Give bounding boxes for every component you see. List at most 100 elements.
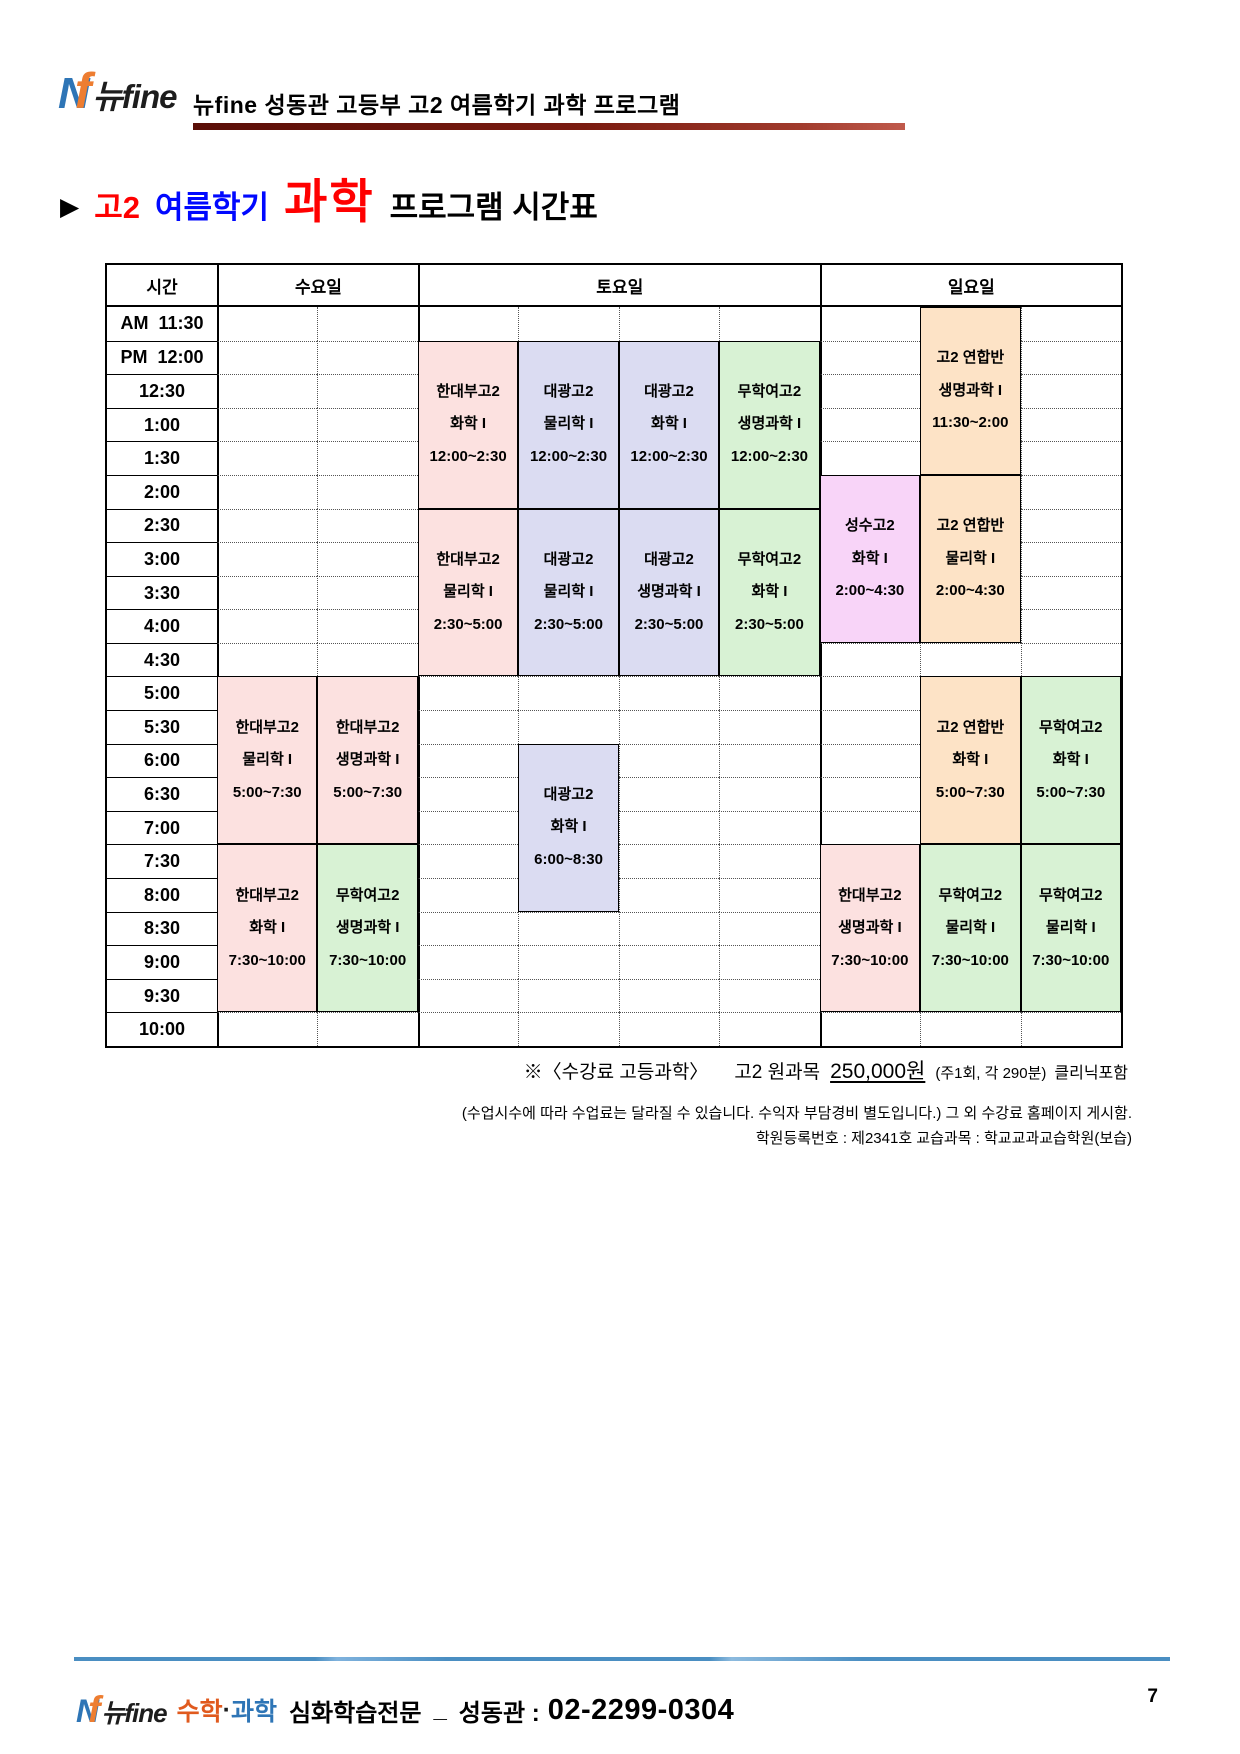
- class-time: 7:30~10:00: [228, 951, 306, 969]
- class-block: 무학여고2 물리학 I 7:30~10:00: [920, 844, 1021, 1013]
- grid-cell: [518, 710, 619, 744]
- time-label: 4:30: [107, 642, 217, 677]
- grid-cell: [217, 542, 318, 576]
- title-rest: 프로그램 시간표: [389, 190, 598, 225]
- grid-cell: [518, 676, 619, 711]
- class-subject: 생명과학 I: [938, 381, 1003, 399]
- grid-cell: [417, 676, 519, 711]
- grid-cell: [719, 978, 820, 1013]
- class-subject: 물리학 I: [945, 919, 996, 937]
- class-block: 한대부고2 생명과학 I 7:30~10:00: [819, 844, 921, 1013]
- grid-cell: [618, 676, 720, 711]
- class-school: 한대부고2: [335, 718, 400, 736]
- class-time: 5:00~7:30: [232, 783, 302, 801]
- grid-cell: [719, 844, 820, 879]
- timetable-header-day: 일요일: [819, 265, 1121, 307]
- grid-cell: [317, 575, 418, 610]
- grid-cell: [317, 542, 418, 576]
- class-subject: 화학 I: [952, 751, 989, 769]
- title-grade: 고2: [94, 190, 140, 225]
- class-block: 대광고2 화학 I 6:00~8:30: [518, 743, 619, 912]
- grid-cell: [1020, 340, 1121, 375]
- class-block: 한대부고2 물리학 I 2:30~5:00: [417, 508, 519, 677]
- class-time: 2:30~5:00: [534, 615, 603, 633]
- class-block: 고2 연합반 물리학 I 2:00~4:30: [920, 474, 1021, 643]
- grid-cell: [417, 777, 519, 811]
- grid-cell: [819, 441, 921, 475]
- grid-cell: [317, 441, 418, 475]
- grid-cell: [417, 844, 519, 879]
- time-label: 4:00: [107, 609, 217, 643]
- class-block: 무학여고2 물리학 I 7:30~10:00: [1020, 844, 1121, 1013]
- class-time: 7:30~10:00: [1032, 951, 1110, 969]
- time-label: 9:30: [107, 978, 217, 1013]
- footer-branch: 성동관 :: [458, 1699, 540, 1727]
- logo-letter-f: f: [74, 63, 92, 119]
- grid-cell: [618, 844, 720, 879]
- class-school: 한대부고2: [436, 550, 500, 568]
- grid-cell: [417, 945, 519, 979]
- class-block: 무학여고2 화학 I 5:00~7:30: [1020, 676, 1121, 845]
- grid-cell: [217, 474, 318, 509]
- grid-cell: [618, 743, 720, 778]
- class-subject: 생명과학 I: [737, 415, 802, 433]
- timetable-header-time: 시간: [107, 265, 217, 307]
- grid-cell: [317, 340, 418, 375]
- time-label: 8:30: [107, 911, 217, 946]
- class-time: 2:00~4:30: [935, 582, 1005, 600]
- class-block: 대광고2 생명과학 I 2:30~5:00: [618, 508, 720, 677]
- triangle-bullet-icon: ▶: [60, 193, 80, 221]
- grid-cell: [819, 676, 921, 711]
- footer-phone: 02-2299-0304: [547, 1693, 735, 1726]
- grid-cell: [618, 710, 720, 744]
- grid-cell: [618, 810, 720, 845]
- class-school: 무학여고2: [938, 886, 1003, 904]
- footer-divider: [74, 1657, 1170, 1661]
- tuition-note-suffix: 클리닉포함: [1054, 1065, 1128, 1082]
- class-subject: 화학 I: [249, 919, 286, 937]
- grid-cell: [417, 743, 519, 778]
- grid-cell: [518, 911, 619, 946]
- grid-cell: [1020, 508, 1121, 543]
- time-label: 8:00: [107, 878, 217, 912]
- time-label: PM 12:00: [107, 340, 217, 375]
- class-school: 대광고2: [543, 550, 594, 568]
- grid-cell: [417, 978, 519, 1013]
- class-time: 11:30~2:00: [932, 414, 1009, 432]
- grid-cell: [819, 1012, 921, 1046]
- class-school: 무학여고2: [1038, 718, 1103, 736]
- grid-cell: [1020, 642, 1121, 677]
- header-rule: [193, 123, 905, 130]
- grid-cell: [1020, 542, 1121, 576]
- grid-cell: [819, 307, 920, 341]
- grid-cell: [719, 1012, 820, 1046]
- class-school: 성수고2: [845, 517, 895, 535]
- class-block: 무학여고2 화학 I 2:30~5:00: [719, 508, 820, 677]
- grid-cell: [819, 407, 921, 442]
- class-school: 한대부고2: [235, 718, 299, 736]
- grid-cell: [819, 642, 921, 677]
- logo-letter-n: N: [76, 1693, 100, 1729]
- footer-subject-science: 과학: [230, 1698, 277, 1726]
- grid-cell: [417, 878, 519, 912]
- class-subject: 생명과학 I: [838, 919, 902, 937]
- class-time: 2:00~4:30: [835, 582, 905, 600]
- grid-cell: [1020, 1012, 1121, 1046]
- grid-cell: [719, 810, 820, 845]
- class-school: 고2 연합반: [936, 517, 1005, 535]
- grid-cell: [1020, 374, 1121, 408]
- footer-separator: _: [433, 1696, 447, 1723]
- title-subject: 과학: [284, 175, 375, 228]
- timetable-header-day: 수요일: [217, 265, 418, 307]
- grid-cell: [317, 307, 417, 341]
- class-subject: 화학 I: [651, 415, 687, 433]
- class-time: 12:00~2:30: [630, 447, 708, 465]
- time-label: 1:30: [107, 441, 217, 475]
- time-label: 1:00: [107, 407, 217, 442]
- class-block: 고2 연합반 생명과학 I 11:30~2:00: [920, 307, 1021, 475]
- grid-cell: [317, 642, 418, 677]
- time-label: 10:00: [107, 1012, 217, 1046]
- grid-cell: [217, 575, 318, 610]
- grid-cell: [317, 374, 418, 408]
